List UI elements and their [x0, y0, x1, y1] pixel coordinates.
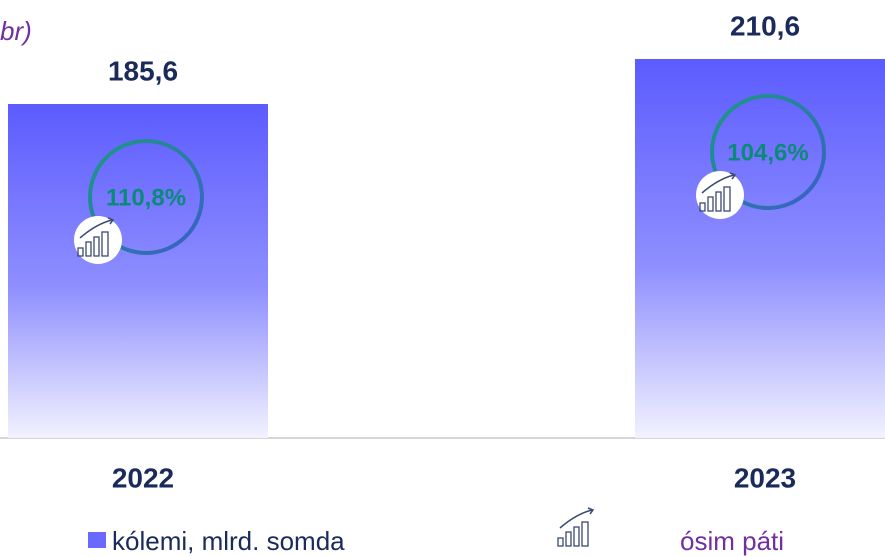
growth-label: 110,8%: [106, 184, 186, 211]
growth-icon-bg: [74, 215, 122, 264]
legend-swatch: [88, 532, 106, 548]
x-tick-label: 2023: [734, 462, 796, 493]
legend-label: kólemi, mlrd. somda: [112, 526, 345, 556]
growth-icon-bg: [696, 171, 744, 219]
legend-label: ósim páti: [680, 526, 784, 556]
growth-ring: [710, 94, 826, 210]
value-label: 210,6: [730, 10, 800, 41]
value-label: 185,6: [108, 55, 178, 86]
legend-icon: [557, 507, 594, 547]
bar: [8, 103, 268, 438]
x-tick-label: 2022: [112, 462, 174, 493]
chart-title: br): [0, 16, 32, 46]
growth-label: 104,6%: [727, 139, 808, 166]
bar: [635, 59, 885, 438]
growth-ring: [88, 138, 204, 255]
